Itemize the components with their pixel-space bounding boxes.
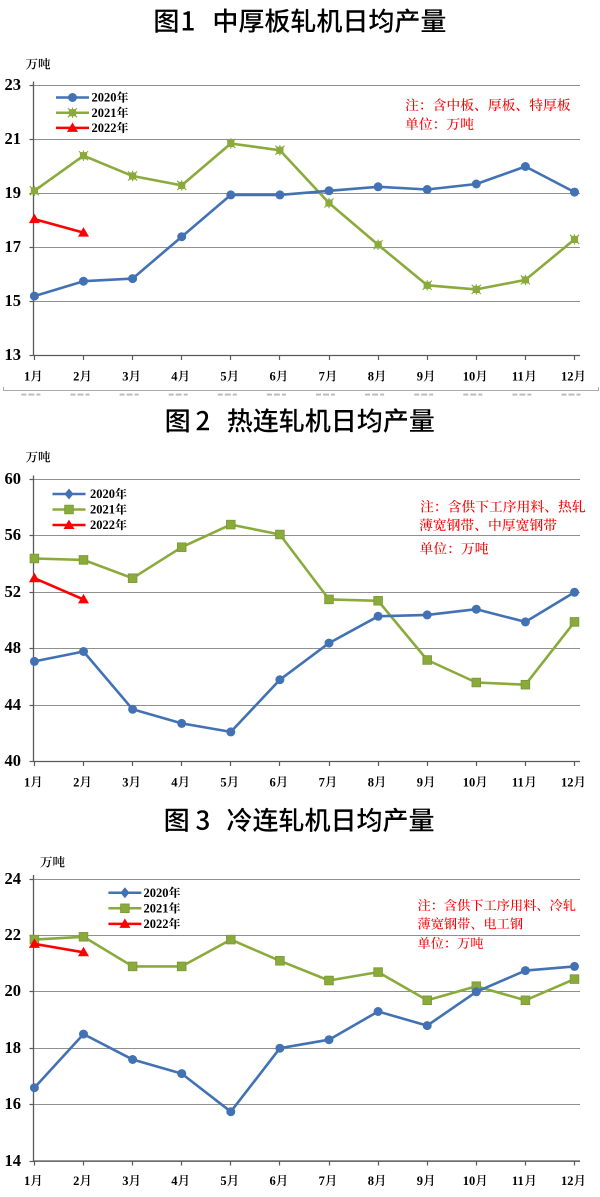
svg-text:48: 48: [5, 638, 22, 657]
svg-text:22: 22: [5, 925, 22, 944]
svg-text:4: 4: [171, 1174, 178, 1188]
svg-text:2022: 2022: [90, 518, 115, 532]
svg-text:52: 52: [5, 582, 22, 601]
svg-text:20: 20: [5, 981, 22, 1000]
svg-text:8: 8: [368, 775, 374, 789]
svg-text:19: 19: [5, 183, 22, 202]
svg-text:44: 44: [5, 695, 22, 714]
svg-text:9: 9: [417, 775, 423, 789]
svg-text:23: 23: [5, 75, 22, 94]
svg-text:1: 1: [24, 1174, 30, 1188]
svg-text:4: 4: [171, 370, 178, 384]
svg-text:7: 7: [319, 1174, 325, 1188]
svg-text:2020: 2020: [92, 91, 117, 105]
svg-text:2020: 2020: [90, 487, 115, 501]
svg-text:9: 9: [417, 1174, 423, 1188]
svg-text:2021: 2021: [144, 902, 169, 916]
svg-text:7: 7: [319, 370, 325, 384]
svg-text:2021: 2021: [92, 106, 117, 120]
svg-text:11: 11: [512, 1174, 524, 1188]
svg-text:10: 10: [463, 1174, 476, 1188]
svg-text:2020: 2020: [144, 886, 169, 900]
svg-text:56: 56: [5, 525, 22, 544]
svg-text:2: 2: [73, 370, 79, 384]
svg-text:3: 3: [122, 1174, 128, 1188]
svg-text:2022: 2022: [92, 121, 117, 135]
svg-text:4: 4: [171, 775, 178, 789]
svg-text:17: 17: [5, 237, 22, 256]
svg-text:6: 6: [270, 775, 276, 789]
svg-text:60: 60: [5, 469, 22, 488]
svg-text:11: 11: [512, 370, 524, 384]
svg-text:18: 18: [5, 1038, 22, 1057]
svg-text:5: 5: [220, 370, 226, 384]
svg-text:21: 21: [5, 129, 22, 148]
svg-text:40: 40: [5, 751, 22, 770]
svg-text:16: 16: [5, 1094, 22, 1113]
svg-text:6: 6: [270, 1174, 276, 1188]
svg-text:3: 3: [122, 370, 128, 384]
svg-text:5: 5: [220, 775, 226, 789]
svg-text:2021: 2021: [90, 503, 115, 517]
svg-text:12: 12: [561, 1174, 574, 1188]
svg-text:12: 12: [561, 370, 574, 384]
svg-text:2: 2: [73, 775, 79, 789]
svg-text:2022: 2022: [144, 917, 169, 931]
svg-text:10: 10: [463, 370, 476, 384]
svg-text:10: 10: [463, 775, 476, 789]
svg-text:6: 6: [270, 370, 276, 384]
svg-text:1: 1: [24, 775, 30, 789]
svg-text:13: 13: [5, 345, 22, 364]
svg-text:12: 12: [561, 775, 574, 789]
svg-text:8: 8: [368, 1174, 374, 1188]
svg-text:7: 7: [319, 775, 325, 789]
svg-text:8: 8: [368, 370, 374, 384]
svg-text:2: 2: [73, 1174, 79, 1188]
svg-text:14: 14: [5, 1151, 22, 1170]
svg-text:11: 11: [512, 775, 524, 789]
svg-text:9: 9: [417, 370, 423, 384]
svg-text:15: 15: [5, 291, 22, 310]
svg-text:1: 1: [24, 370, 30, 384]
svg-text:5: 5: [220, 1174, 226, 1188]
svg-text:24: 24: [5, 869, 22, 888]
svg-text:3: 3: [122, 775, 128, 789]
